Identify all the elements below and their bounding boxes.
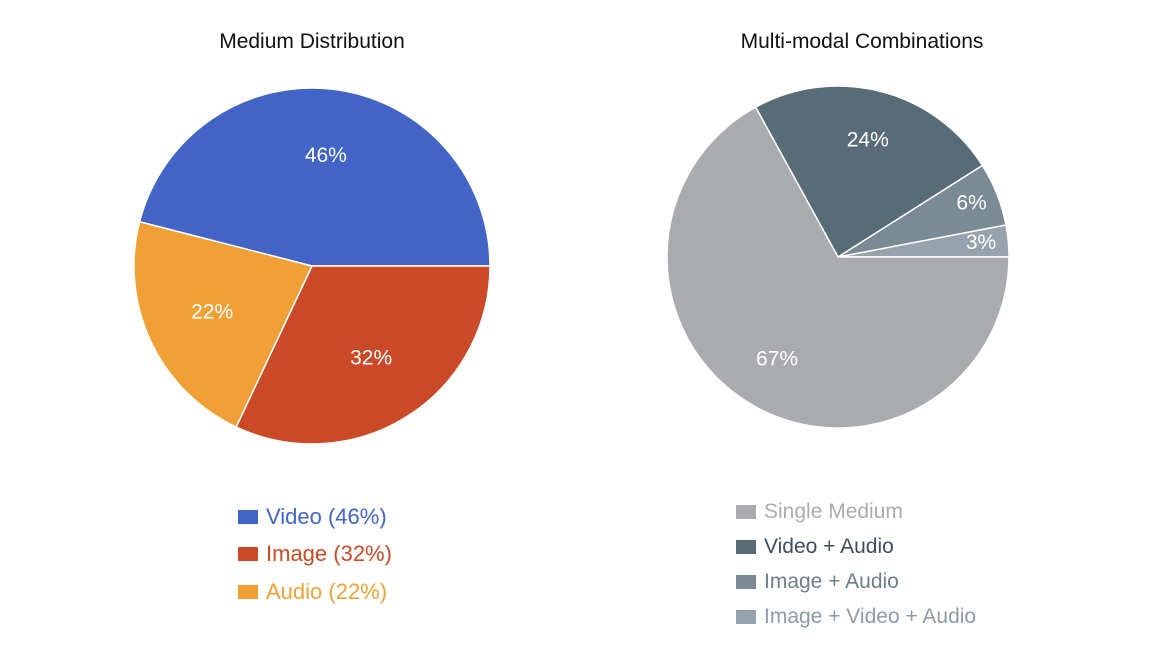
slice-label-video-medium-distribution: 46%	[305, 144, 347, 167]
slice-label-image-audio-multimodal-combinations: 6%	[956, 192, 986, 215]
slice-label-audio-medium-distribution: 22%	[191, 301, 233, 324]
legend-label-image: Image (32%)	[266, 541, 392, 567]
legend-swatch-audio	[238, 584, 258, 599]
pie-slice-audio-medium-distribution	[133, 220, 314, 429]
legend-swatch-single-medium	[736, 504, 756, 519]
legend-medium-distribution: Video (46%) Image (32%) Audio (22%)	[238, 498, 392, 611]
legend-swatch-video-audio	[736, 539, 756, 554]
legend-label-video-audio: Video + Audio	[764, 534, 894, 558]
legend-label-image-audio: Image + Audio	[764, 569, 899, 593]
slice-label-video-audio-multimodal-combinations: 24%	[847, 129, 889, 152]
legend-label-video: Video (46%)	[266, 503, 387, 529]
legend-item-video-audio[interactable]: Video + Audio	[736, 529, 976, 564]
legend-swatch-image-video-audio	[736, 609, 756, 624]
legend-multimodal-combinations: Single Medium Video + Audio Image + Audio I…	[736, 494, 976, 634]
chart-title-multimodal-combinations: Multi-modal Combinations	[740, 30, 984, 53]
pie-slice-video-medium-distribution	[138, 87, 491, 267]
legend-label-image-video-audio: Image + Video + Audio	[764, 604, 977, 628]
slice-label-single-medium-multimodal-combinations: 67%	[756, 348, 798, 371]
slice-label-image-medium-distribution: 32%	[350, 347, 392, 370]
legend-label-single-medium: Single Medium	[764, 499, 903, 523]
legend-swatch-image-audio	[736, 574, 756, 589]
pie-slice-image-medium-distribution	[235, 265, 491, 445]
legend-swatch-video	[238, 509, 258, 524]
pie-slice-video-audio-multimodal-combinations	[754, 85, 984, 259]
legend-item-single-medium[interactable]: Single Medium	[736, 494, 976, 529]
legend-swatch-image	[238, 547, 258, 562]
legend-item-audio[interactable]: Audio (22%)	[238, 573, 392, 611]
pie-slice-single-medium-multimodal-combinations	[666, 106, 1010, 429]
legend-item-image[interactable]: Image (32%)	[238, 536, 392, 574]
legend-item-video[interactable]: Video (46%)	[238, 498, 392, 536]
legend-label-audio: Audio (22%)	[266, 578, 388, 604]
slice-label-image-video-audio-multimodal-combinations: 3%	[966, 231, 996, 254]
legend-item-image-audio[interactable]: Image + Audio	[736, 564, 976, 599]
chart-title-medium-distribution: Medium Distribution	[219, 30, 405, 53]
legend-item-image-video-audio[interactable]: Image + Video + Audio	[736, 599, 976, 634]
